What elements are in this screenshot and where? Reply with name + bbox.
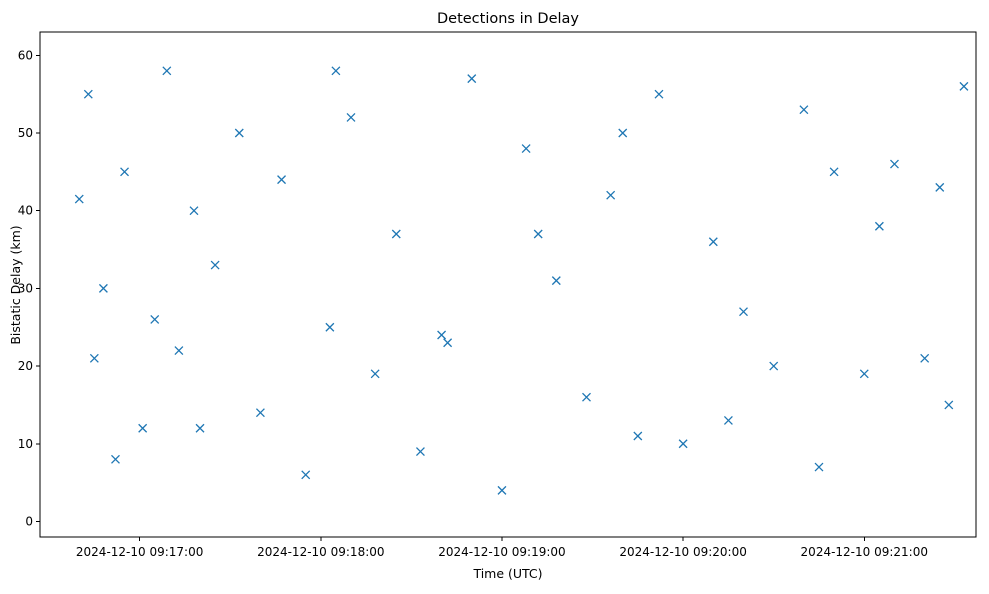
data-points [74,66,969,495]
data-point [723,416,733,425]
data-point [331,66,341,76]
x-axis: 2024-12-10 09:17:00 2024-12-10 09:18:00 20… [76,537,928,559]
data-point [150,315,160,324]
data-point [959,81,969,91]
data-point [89,353,99,363]
x-tick-label: 2024-12-10 09:17:00 [76,545,203,559]
x-tick-label: 2024-12-10 09:18:00 [257,545,384,559]
data-point [708,237,718,247]
y-tick-label: 50 [18,126,33,140]
data-point [678,439,688,449]
data-point [944,400,954,410]
data-point [255,408,265,418]
data-point [174,346,184,355]
y-tick-label: 40 [18,204,33,218]
data-point [210,260,220,270]
data-point [799,105,809,115]
chart-title: Detections in Delay [437,11,579,27]
data-point [391,229,401,239]
data-point [521,144,531,153]
data-point [654,89,664,99]
data-point [234,128,244,138]
data-point [814,462,824,472]
data-point [437,330,447,340]
y-tick-label: 30 [18,281,33,295]
data-point [606,190,616,200]
data-point [120,167,130,177]
y-tick-label: 60 [18,48,33,62]
data-point [920,353,930,363]
data-point [935,182,945,192]
data-point [195,423,205,433]
data-point [769,361,779,371]
data-point [497,485,507,495]
data-point [301,470,311,480]
y-axis: 0 10 20 30 40 50 60 [18,48,40,528]
y-axis-title: Bistatic Delay (km) [8,225,23,344]
data-point [98,283,108,293]
data-point [277,175,287,185]
y-tick-label: 0 [25,514,33,528]
data-point [618,128,628,138]
data-point [111,454,120,464]
data-point [890,159,899,169]
y-tick-label: 10 [18,437,33,451]
data-point [739,307,748,317]
data-point [443,338,453,348]
plot-frame [39,31,977,538]
y-tick-label: 20 [18,359,33,373]
data-point [74,194,84,204]
x-tick-label: 2024-12-10 09:20:00 [619,545,746,559]
data-point [829,167,839,177]
data-point [874,221,884,231]
data-point [162,66,172,76]
data-point [138,423,148,433]
x-tick-label: 2024-12-10 09:19:00 [438,545,565,559]
data-point [551,276,561,286]
data-point [370,369,380,379]
data-point [325,322,335,332]
data-point [346,113,356,122]
data-point [633,431,643,441]
data-point [415,447,425,456]
data-point [189,206,199,216]
data-point [533,229,543,239]
x-axis-title: Time (UTC) [472,566,542,581]
data-point [582,392,591,402]
x-tick-label: 2024-12-10 09:21:00 [801,545,928,559]
data-point [83,89,93,99]
data-point [859,369,869,379]
data-point [467,74,477,84]
